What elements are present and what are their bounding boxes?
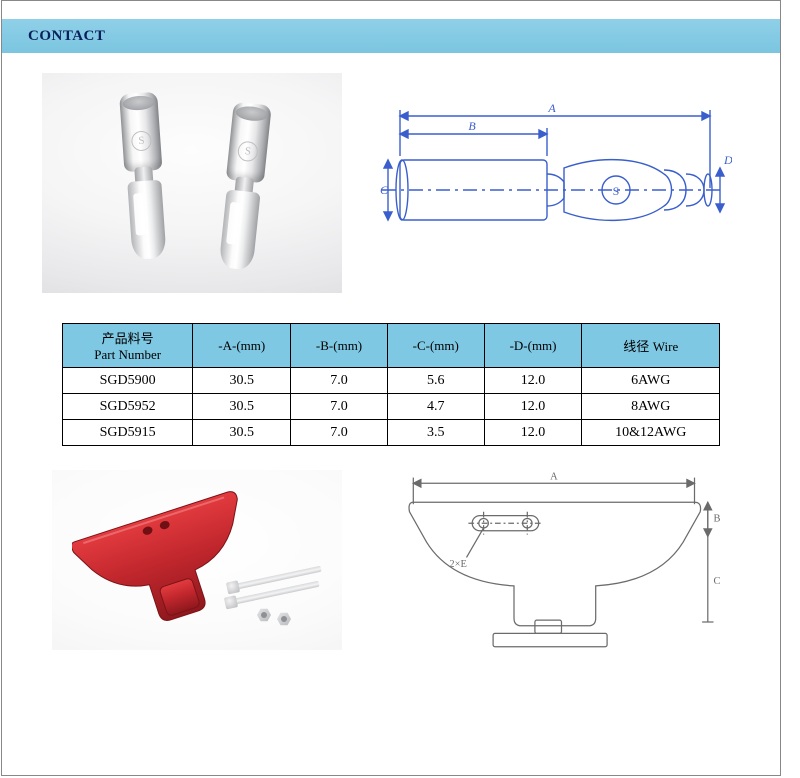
dim-label: D [723,153,732,167]
table-row: SGD5900 30.5 7.0 5.6 12.0 6AWG [63,368,720,394]
col-wire: 线径 Wire [582,324,720,368]
spec-table-wrap: 产品料号 Part Number -A-(mm) -B-(mm) -C-(mm)… [2,303,780,456]
section-header: CONTACT [2,19,780,53]
product-photo-contacts: S S [42,73,342,293]
table-body: SGD5900 30.5 7.0 5.6 12.0 6AWG SGD5952 3… [63,368,720,446]
dim-label: A [547,101,556,115]
col-part-number: 产品料号 Part Number [63,324,193,368]
technical-drawing-handle: A B C 2×E [372,470,732,660]
col-b: -B-(mm) [291,324,388,368]
table-row: SGD5915 30.5 7.0 3.5 12.0 10&12AWG [63,420,720,446]
col-a: -A-(mm) [193,324,291,368]
document-page: CONTACT S S [1,0,781,776]
section-title: CONTACT [28,28,105,45]
hex-nut [277,612,291,626]
figure-row-1: S S [2,53,780,303]
dim-label: C [380,183,389,197]
contact-piece: S [91,90,193,266]
dim-label: B [468,119,476,133]
col-d: -D-(mm) [484,324,582,368]
part-letter: S [613,184,620,198]
table-header-row: 产品料号 Part Number -A-(mm) -B-(mm) -C-(mm)… [63,324,720,368]
hole-label: 2×E [449,559,466,570]
contact-piece: S [188,99,295,277]
figure-row-2: A B C 2×E [2,456,780,660]
dim-label: C [714,576,721,587]
dim-label: B [714,513,721,524]
dim-label: A [550,472,558,483]
table-row: SGD5952 30.5 7.0 4.7 12.0 8AWG [63,394,720,420]
col-c: -C-(mm) [387,324,484,368]
product-photo-handle [52,470,342,650]
technical-drawing-contact: A B C D S [372,98,732,268]
spec-table: 产品料号 Part Number -A-(mm) -B-(mm) -C-(mm)… [62,323,720,446]
